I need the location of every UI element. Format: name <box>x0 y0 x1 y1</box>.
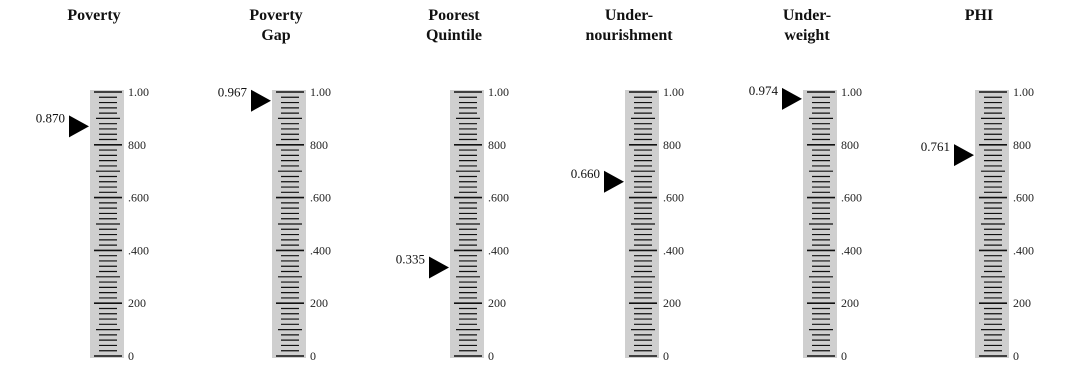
value-label: 0.870 <box>36 110 65 125</box>
tick-label: 200 <box>841 296 859 310</box>
tick-label: 0 <box>1013 349 1019 363</box>
tick-label: 1.00 <box>841 85 862 99</box>
gauge-title-line: nourishment <box>585 27 673 44</box>
gauge-title: Poorest Quintile <box>365 6 543 46</box>
tick-label: 800 <box>663 138 681 152</box>
gauge: 1.00 800 .600 .400 200 0 0.870 Poverty <box>5 0 183 365</box>
value-label: 0.967 <box>218 85 248 100</box>
gauge: 1.00 800 .600 .400 200 0 0.967 Poverty Gap <box>187 0 365 365</box>
tick-label: 0 <box>663 349 669 363</box>
tick-label: 800 <box>310 138 328 152</box>
gauge-title-line: Quintile <box>425 27 482 44</box>
tick-label: .400 <box>1013 243 1034 257</box>
tick-label: 1.00 <box>310 85 331 99</box>
value-marker <box>782 87 802 110</box>
gauge: 1.00 800 .600 .400 200 0 0.335 Poorest Quintile <box>365 0 543 365</box>
gauge: 1.00 800 .600 .400 200 0 0.761 PHI <box>890 0 1068 365</box>
value-marker <box>251 89 271 112</box>
gauge-title: Poverty Gap <box>187 6 365 46</box>
value-label: 0.660 <box>571 166 600 181</box>
tick-label: .600 <box>488 191 509 205</box>
tick-label: .600 <box>841 191 862 205</box>
tick-label: 200 <box>488 296 506 310</box>
tick-label: 1.00 <box>128 85 149 99</box>
gauge-title-line: PHI <box>964 7 994 24</box>
gauge-title-line: Under- <box>782 7 832 24</box>
tick-label: .400 <box>841 243 862 257</box>
gauge-title: Under-nourishment <box>540 6 718 46</box>
value-label: 0.335 <box>396 252 425 267</box>
tick-label: 1.00 <box>663 85 684 99</box>
tick-label: 0 <box>841 349 847 363</box>
gauge-svg: 1.00 800 .600 .400 200 0 0.870 <box>36 85 149 363</box>
tick-label: 0 <box>488 349 494 363</box>
tick-label: 200 <box>1013 296 1031 310</box>
tick-label: 0 <box>128 349 134 363</box>
value-marker <box>429 256 449 279</box>
value-label: 0.761 <box>921 139 950 154</box>
gauge-title-line: Poorest <box>428 7 480 24</box>
tick-label: .400 <box>128 243 149 257</box>
tick-label: .400 <box>663 243 684 257</box>
gauge-title: PHI <box>890 6 1068 26</box>
tick-label: .600 <box>128 191 149 205</box>
gauge-svg: 1.00 800 .600 .400 200 0 0.660 <box>571 85 684 363</box>
gauge-title-line: Gap <box>261 27 291 44</box>
tick-label: 200 <box>128 296 146 310</box>
gauge-svg: 1.00 800 .600 .400 200 0 0.335 <box>396 85 509 363</box>
tick-label: 800 <box>841 138 859 152</box>
tick-label: .600 <box>663 191 684 205</box>
tick-label: .400 <box>310 243 331 257</box>
tick-label: 0 <box>310 349 316 363</box>
gauge-svg: 1.00 800 .600 .400 200 0 0.967 <box>218 85 331 363</box>
value-label: 0.974 <box>749 83 779 98</box>
tick-label: 1.00 <box>488 85 509 99</box>
tick-label: .600 <box>1013 191 1034 205</box>
tick-label: 200 <box>663 296 681 310</box>
value-marker <box>69 115 89 138</box>
tick-label: 800 <box>1013 138 1031 152</box>
value-marker <box>604 170 624 193</box>
value-marker <box>954 144 974 167</box>
gauge: 1.00 800 .600 .400 200 0 0.660 Under-nourishmen… <box>540 0 718 365</box>
tick-label: .600 <box>310 191 331 205</box>
gauge-title: Poverty <box>5 6 183 26</box>
tick-label: 800 <box>128 138 146 152</box>
tick-label: 200 <box>310 296 328 310</box>
gauge-title-line: Poverty <box>249 7 303 24</box>
gauge-title-line: weight <box>784 27 830 44</box>
tick-label: .400 <box>488 243 509 257</box>
gauge-title-line: Poverty <box>67 7 121 24</box>
gauge-title-line: Under- <box>604 7 654 24</box>
tick-label: 800 <box>488 138 506 152</box>
tick-label: 1.00 <box>1013 85 1034 99</box>
gauge-svg: 1.00 800 .600 .400 200 0 0.761 <box>921 85 1034 363</box>
gauge-svg: 1.00 800 .600 .400 200 0 0.974 <box>749 83 862 363</box>
gauge: 1.00 800 .600 .400 200 0 0.974 Under-weight <box>718 0 896 365</box>
gauge-title: Under-weight <box>718 6 896 46</box>
